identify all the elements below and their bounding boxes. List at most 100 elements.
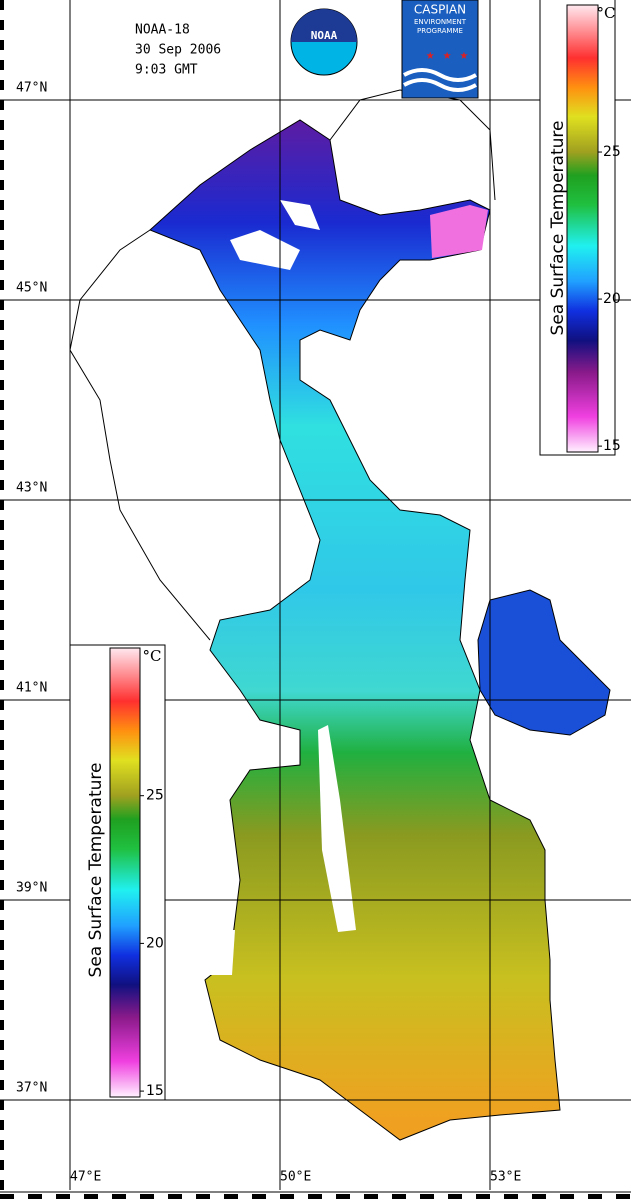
edge-scale <box>0 560 4 570</box>
longitude-label: 47°E <box>70 1170 101 1185</box>
edge-scale <box>0 1180 4 1190</box>
edge-scale <box>0 120 4 130</box>
latitude-label: 47°N <box>16 81 47 96</box>
edge-scale <box>0 220 4 230</box>
cep-line-3: PROGRAMME <box>417 27 463 35</box>
edge-scale <box>0 200 4 210</box>
edge-scale <box>56 1194 70 1199</box>
edge-scale <box>0 1000 4 1010</box>
edge-scale <box>0 360 4 370</box>
latitude-label: 45°N <box>16 281 47 296</box>
edge-scale <box>0 760 4 770</box>
latitude-label: 37°N <box>16 1081 47 1096</box>
edge-scale <box>168 1194 182 1199</box>
edge-scale <box>0 1080 4 1090</box>
edge-scale <box>0 920 4 930</box>
latitude-label: 41°N <box>16 681 47 696</box>
edge-scale <box>420 1194 434 1199</box>
edge-scale <box>0 840 4 850</box>
colorbar-tick-label: 15 <box>146 1083 164 1099</box>
edge-scale <box>0 740 4 750</box>
colorbar-title: Sea Surface Temperature <box>548 121 568 336</box>
colorbar-tick-label: 25 <box>603 144 621 160</box>
edge-scale <box>0 280 4 290</box>
edge-scale <box>0 880 4 890</box>
longitude-label: 53°E <box>490 1170 521 1185</box>
edge-scale <box>0 440 4 450</box>
edge-scale <box>0 1194 14 1199</box>
north-coast <box>69 229 211 641</box>
edge-scale <box>0 520 4 530</box>
edge-scale <box>0 500 4 510</box>
edge-scale <box>0 140 4 150</box>
edge-scale <box>0 620 4 630</box>
noaa-top <box>291 9 357 42</box>
edge-scale <box>0 1020 4 1030</box>
cep-logo: CASPIAN ENVIRONMENT PROGRAMME ★ ★ ★ <box>401 0 479 99</box>
cloud-south-west <box>205 930 235 975</box>
edge-scale <box>0 980 4 990</box>
edge-scale <box>0 1040 4 1050</box>
edge-scale <box>0 860 4 870</box>
edge-scale <box>0 540 4 550</box>
edge-scale <box>0 700 4 710</box>
colorbar-title: Sea Surface Temperature <box>86 763 106 978</box>
cloud-north <box>230 230 300 270</box>
edge-scale <box>0 1100 4 1110</box>
edge-scale <box>0 1140 4 1150</box>
edge-scale <box>0 600 4 610</box>
edge-scale <box>0 780 4 790</box>
edge-scale <box>0 400 4 410</box>
edge-scale <box>0 800 4 810</box>
edge-scale <box>0 320 4 330</box>
edge-scale <box>0 240 4 250</box>
date: 30 Sep 2006 <box>135 43 221 58</box>
latitude-label: 43°N <box>16 481 47 496</box>
cloud-north-2 <box>280 200 320 230</box>
noaa-logo: NOAA <box>290 8 358 76</box>
edge-scale <box>0 60 4 70</box>
edge-scale <box>476 1194 490 1199</box>
edge-scale <box>364 1194 378 1199</box>
edge-scale <box>616 1194 630 1199</box>
edge-scale <box>28 1194 42 1199</box>
edge-scale <box>140 1194 154 1199</box>
colorbar-tick-label: 20 <box>146 935 164 951</box>
colorbar-unit: °C <box>597 4 616 22</box>
edge-scale <box>0 1160 4 1170</box>
edge-scale <box>0 900 4 910</box>
satellite: NOAA-18 <box>135 23 190 38</box>
colorbar <box>566 4 599 453</box>
colorbar-tick-label: 15 <box>603 438 621 454</box>
edge-scale <box>336 1194 350 1199</box>
colorbar-tick-label: 20 <box>603 291 621 307</box>
edge-scale <box>0 80 4 90</box>
edge-scale <box>0 300 4 310</box>
edge-scale <box>252 1194 266 1199</box>
edge-scale <box>392 1194 406 1199</box>
edge-scale <box>0 380 4 390</box>
longitude-label: 50°E <box>280 1170 311 1185</box>
cep-stars: ★ ★ ★ <box>426 47 469 63</box>
edge-scale <box>112 1194 126 1199</box>
colorbars: 15 20 25 Sea Surface Temperature °C 15 20 25 Sea… <box>69 0 621 1101</box>
latitude-label: 39°N <box>16 881 47 896</box>
edge-scale <box>224 1194 238 1199</box>
edge-scale <box>588 1194 602 1199</box>
edge-scale <box>0 480 4 490</box>
edge-scale <box>0 680 4 690</box>
colorbar <box>109 647 141 1098</box>
edge-scale <box>0 1060 4 1070</box>
cep-line-2: ENVIRONMENT <box>414 18 467 26</box>
cloud-strip <box>318 725 356 932</box>
edge-scale <box>0 940 4 950</box>
edge-scale <box>0 660 4 670</box>
cep-line-1: CASPIAN <box>414 3 466 17</box>
edge-scale <box>0 1120 4 1130</box>
edge-scale <box>280 1194 294 1199</box>
warm-patch-ne <box>430 205 488 258</box>
edge-scale <box>0 40 4 50</box>
edge-scale <box>0 0 4 10</box>
